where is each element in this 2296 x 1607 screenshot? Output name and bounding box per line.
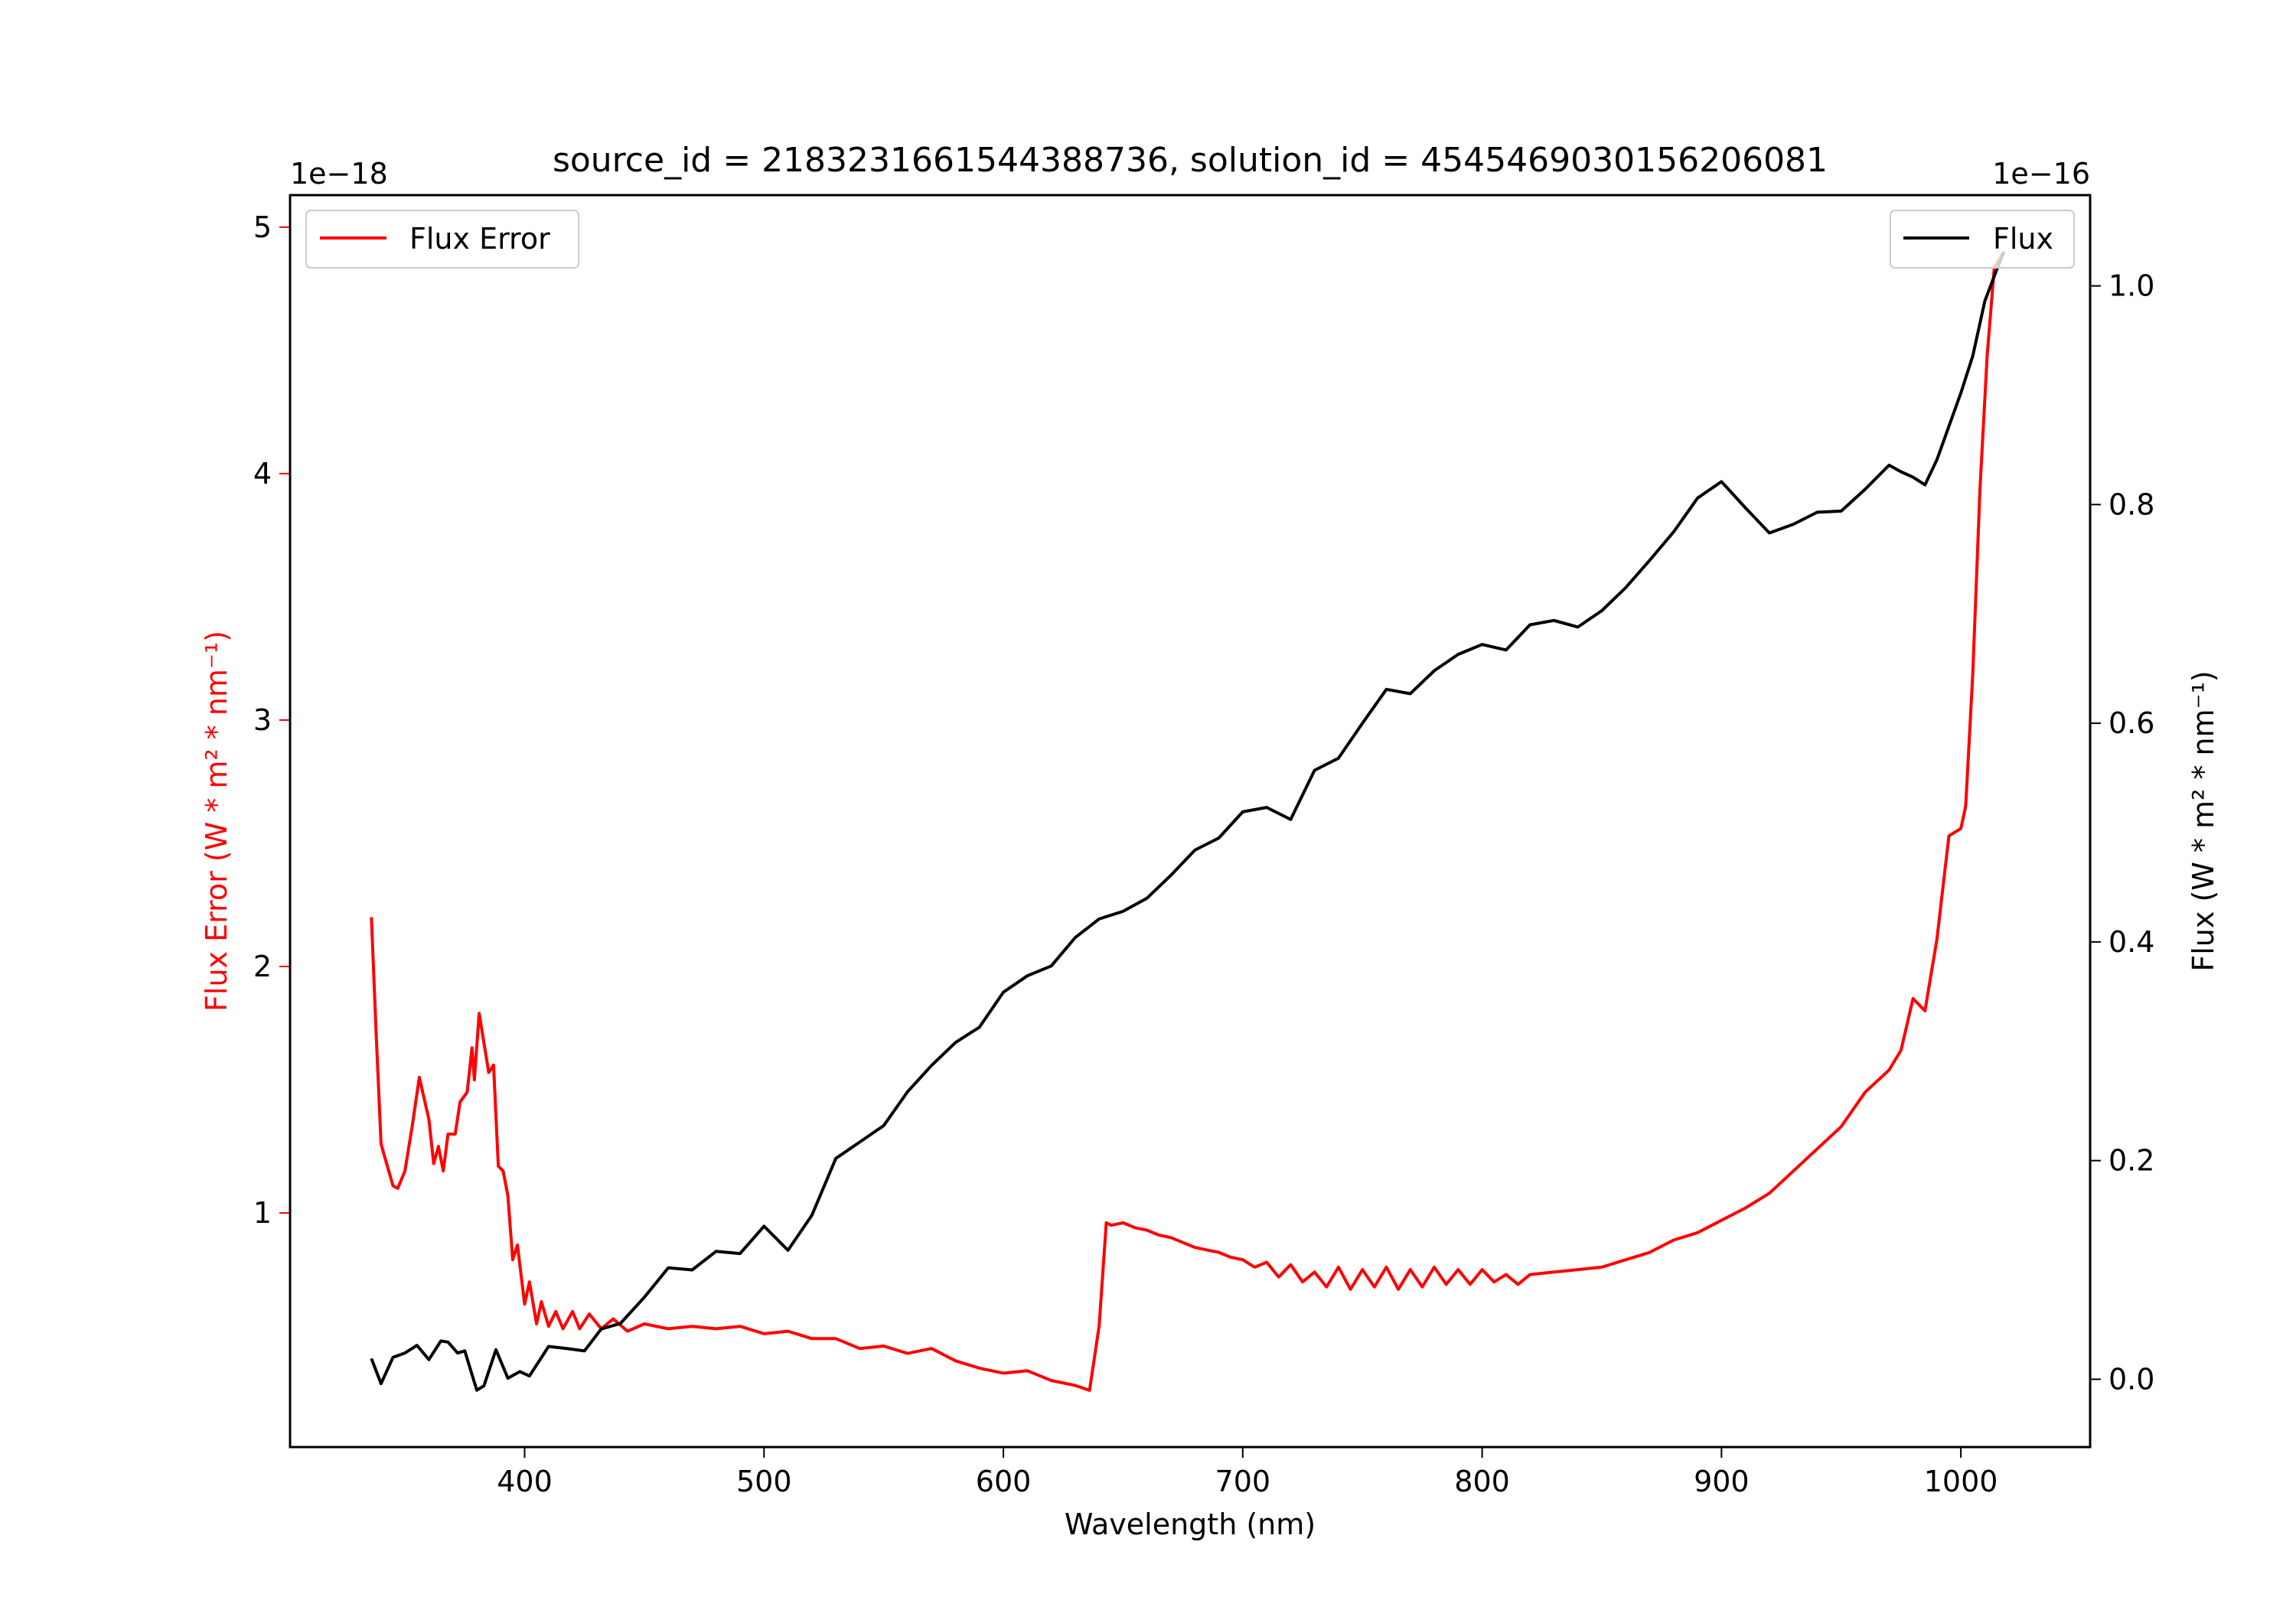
x-tick-label: 1000 — [1924, 1465, 1998, 1498]
flux-error-line — [370, 251, 2006, 1392]
legend-flux: Flux — [1890, 210, 2075, 269]
plot-frame — [289, 194, 2092, 1449]
left-y-tick-label: 3 — [253, 703, 272, 737]
legend-flux-error: Flux Error — [305, 210, 579, 269]
x-tick-label: 600 — [976, 1465, 1032, 1498]
right-y-tick-label: 0.4 — [2108, 925, 2154, 959]
x-tick-label: 500 — [736, 1465, 792, 1498]
legend-flux-label: Flux — [1993, 222, 2053, 256]
legend-flux-error-label: Flux Error — [409, 222, 550, 256]
x-tick-label: 900 — [1694, 1465, 1750, 1498]
flux-line — [370, 251, 2006, 1392]
left-y-axis-label: Flux Error (W * m² * nm⁻¹) — [200, 631, 233, 1012]
left-y-tick-label: 5 — [253, 210, 272, 244]
right-axis-offset-text: 1e−16 — [1992, 157, 2090, 191]
right-y-tick-label: 0.2 — [2108, 1144, 2154, 1178]
left-y-tick-label: 2 — [253, 950, 272, 983]
left-axis-offset-text: 1e−18 — [290, 157, 388, 191]
left-y-tick-label: 4 — [253, 457, 272, 491]
chart-title: source_id = 2183231661544388736, solutio… — [553, 141, 1828, 180]
right-y-tick-label: 0.0 — [2108, 1362, 2154, 1396]
x-axis-label: Wavelength (nm) — [1065, 1508, 1316, 1541]
right-y-tick-label: 0.8 — [2108, 487, 2154, 521]
left-y-tick-label: 1 — [253, 1196, 272, 1230]
right-y-axis-label: Flux (W * m² * nm⁻¹) — [2187, 670, 2220, 971]
right-y-tick-label: 1.0 — [2108, 269, 2154, 303]
right-y-tick-label: 0.6 — [2108, 706, 2154, 740]
x-tick-label: 800 — [1454, 1465, 1510, 1498]
x-tick-label: 400 — [497, 1465, 553, 1498]
x-tick-label: 700 — [1215, 1465, 1271, 1498]
